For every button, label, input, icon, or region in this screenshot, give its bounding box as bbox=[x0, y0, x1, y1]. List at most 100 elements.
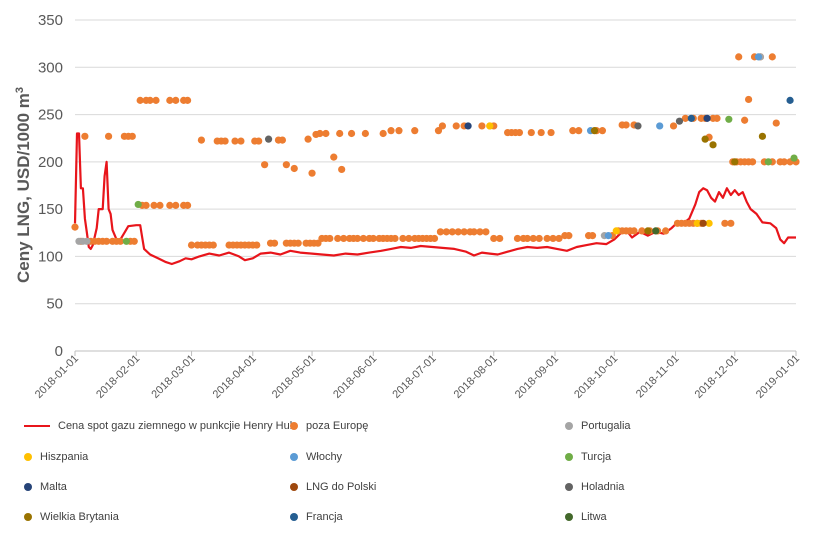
point-poza-europe bbox=[261, 161, 269, 169]
point-poza-europe bbox=[209, 241, 217, 249]
point-poza-europe bbox=[347, 129, 356, 138]
point-turcja bbox=[134, 200, 142, 209]
point-francja bbox=[687, 114, 695, 122]
point-poza-europe bbox=[359, 234, 367, 243]
point-poza-europe bbox=[282, 161, 290, 169]
x-tick-label: 2018-06-01 bbox=[331, 353, 379, 401]
x-tick-label: 2018-09-01 bbox=[513, 353, 561, 401]
henry-hub-line bbox=[73, 132, 796, 266]
point-poza-europe bbox=[569, 127, 577, 135]
x-tick-label: 2018-04-01 bbox=[211, 353, 259, 401]
x-tick-label: 2018-10-01 bbox=[572, 353, 620, 401]
x-tick-label: 2018-11-01 bbox=[634, 353, 682, 401]
point-poza-europe bbox=[237, 137, 245, 145]
point-poza-europe bbox=[395, 127, 403, 135]
point-wlochy bbox=[656, 122, 664, 130]
point-poza-europe bbox=[146, 96, 154, 104]
point-poza-europe bbox=[387, 127, 395, 135]
x-tick-label: 2018-08-01 bbox=[452, 353, 500, 401]
point-poza-europe bbox=[231, 137, 239, 145]
point-poza-europe bbox=[183, 96, 192, 104]
y-tick-label: 0 bbox=[55, 343, 63, 360]
y-axis-label: Ceny LNG, USD/1000 m3 bbox=[14, 87, 33, 283]
point-poza-europe bbox=[379, 129, 387, 138]
point-lng-do-polski bbox=[699, 219, 707, 227]
point-wielkia-brytania bbox=[644, 227, 652, 235]
point-poza-europe bbox=[721, 219, 729, 227]
x-tick-label: 2018-02-01 bbox=[94, 353, 142, 401]
point-poza-europe bbox=[713, 114, 721, 122]
henry-hub-price-line bbox=[73, 132, 796, 266]
point-holadnia bbox=[675, 117, 684, 125]
point-poza-europe bbox=[549, 234, 557, 243]
point-poza-europe bbox=[529, 234, 537, 243]
grid-lines bbox=[75, 19, 796, 352]
x-tick-label: 2018-12-01 bbox=[693, 353, 741, 401]
point-poza-europe bbox=[547, 128, 555, 137]
point-hiszpania bbox=[486, 122, 494, 130]
point-wlochy bbox=[604, 232, 612, 240]
point-poza-europe bbox=[340, 234, 348, 243]
point-poza-europe bbox=[322, 129, 330, 138]
point-poza-europe bbox=[535, 234, 543, 243]
y-tick-label: 150 bbox=[38, 201, 63, 218]
point-wlochy bbox=[754, 53, 763, 61]
point-poza-europe bbox=[430, 234, 439, 243]
point-poza-europe bbox=[103, 237, 111, 245]
point-poza-europe bbox=[150, 201, 158, 209]
point-poza-europe bbox=[454, 228, 462, 236]
point-poza-europe bbox=[197, 136, 206, 144]
y-tick-label: 200 bbox=[38, 154, 63, 171]
point-poza-europe bbox=[316, 129, 324, 138]
point-poza-europe bbox=[183, 201, 192, 209]
point-poza-europe bbox=[399, 234, 407, 243]
point-poza-europe bbox=[278, 136, 287, 144]
point-hiszpania bbox=[612, 227, 620, 235]
point-poza-europe bbox=[253, 241, 261, 249]
point-poza-europe bbox=[334, 234, 342, 243]
point-poza-europe bbox=[136, 96, 144, 104]
point-wielkia-brytania bbox=[590, 127, 599, 135]
point-poza-europe bbox=[104, 132, 113, 140]
point-poza-europe bbox=[294, 239, 302, 247]
point-poza-europe bbox=[478, 122, 486, 130]
point-poza-europe bbox=[638, 227, 646, 235]
x-tick-label: 2018-03-01 bbox=[149, 353, 197, 401]
point-poza-europe bbox=[156, 201, 164, 209]
point-poza-europe bbox=[142, 201, 150, 209]
point-poza-europe bbox=[304, 135, 312, 143]
y-tick-label: 50 bbox=[46, 296, 63, 313]
point-poza-europe bbox=[523, 234, 531, 243]
point-poza-europe bbox=[741, 116, 749, 124]
point-poza-europe bbox=[575, 127, 583, 135]
x-axis: 2018-01-01 2018-02-01 2018-03-01 2018-04-01… bbox=[33, 351, 802, 401]
point-poza-europe bbox=[470, 228, 478, 236]
point-poza-europe bbox=[369, 234, 377, 243]
point-malta bbox=[703, 114, 711, 122]
point-turcja bbox=[122, 237, 130, 245]
point-poza-europe bbox=[772, 119, 780, 127]
y-tick-label: 100 bbox=[38, 248, 63, 265]
point-poza-europe bbox=[555, 234, 563, 243]
point-poza-europe bbox=[166, 201, 174, 209]
point-turcja bbox=[764, 158, 772, 166]
point-poza-europe bbox=[128, 132, 136, 140]
point-poza-europe bbox=[361, 129, 369, 138]
point-poza-europe bbox=[588, 232, 597, 240]
y-axis-ticks: 0 50 100 150 200 250 300 350 bbox=[38, 12, 63, 360]
point-poza-europe bbox=[411, 127, 419, 135]
point-poza-europe bbox=[116, 237, 125, 245]
point-poza-europe bbox=[442, 228, 450, 236]
point-poza-europe bbox=[405, 234, 413, 243]
y-tick-label: 250 bbox=[38, 107, 63, 124]
point-poza-europe bbox=[490, 234, 498, 243]
point-poza-europe bbox=[543, 234, 551, 243]
point-holadnia bbox=[264, 135, 273, 143]
point-poza-europe bbox=[336, 129, 344, 138]
point-poza-europe bbox=[537, 128, 545, 137]
point-poza-europe bbox=[452, 122, 460, 130]
point-poza-europe bbox=[152, 96, 160, 104]
point-poza-europe bbox=[460, 228, 468, 236]
point-hiszpania bbox=[705, 219, 713, 227]
